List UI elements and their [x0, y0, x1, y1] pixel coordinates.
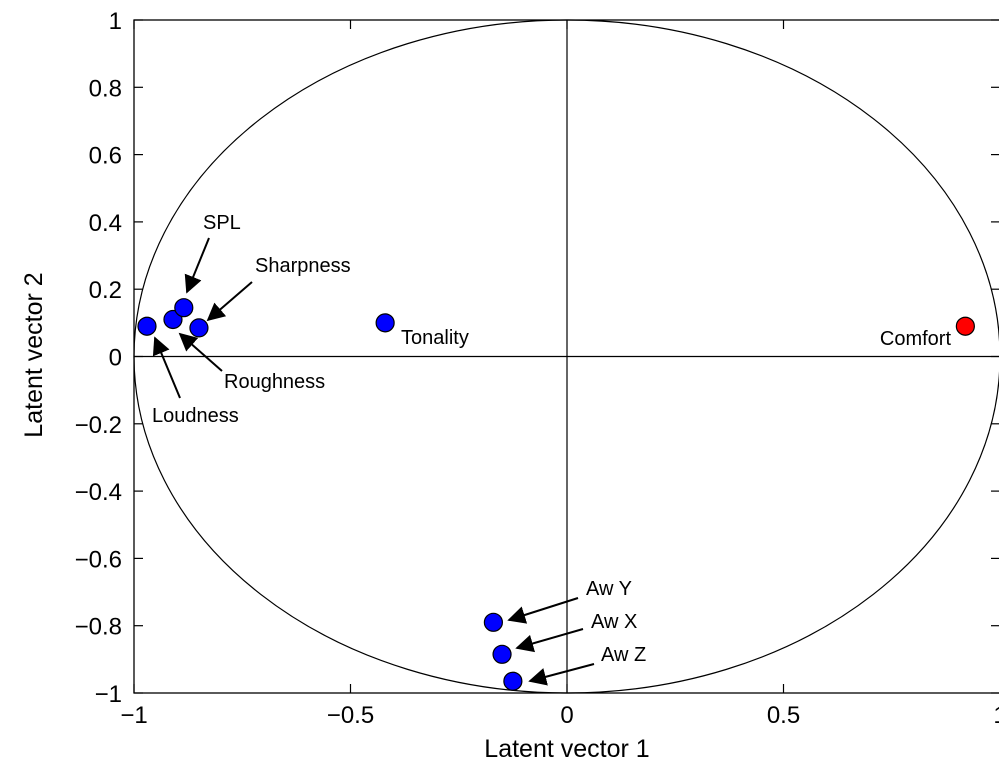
y-tick-label: 1: [109, 8, 122, 35]
point-label-spl: SPL: [203, 212, 241, 234]
arrow-spl: [184, 237, 210, 294]
y-tick-label: −0.8: [75, 614, 122, 641]
point-sharpness: [189, 318, 209, 338]
arrow-aw-x: [515, 628, 584, 653]
point-tonality: [375, 313, 395, 333]
point-spl: [174, 298, 194, 318]
x-tick-label: 0.5: [767, 702, 800, 729]
y-tick-label: −0.2: [75, 412, 122, 439]
arrow-loudness: [152, 336, 181, 399]
point-loudness: [137, 316, 157, 336]
x-tick-label: −1: [120, 702, 147, 729]
plot-area: −1 −0.5 0 0.5 1 1 0.8 0.6 0.4 0.2 0 −0.2 −0.4 −0.6 −0.…: [75, 8, 999, 729]
y-tick-label: 0.8: [89, 75, 122, 102]
arrow-aw-y: [507, 597, 579, 624]
y-tick-label: −0.6: [75, 546, 122, 573]
x-tick-label: 1: [993, 702, 999, 729]
arrow-sharpness: [206, 281, 253, 322]
point-label-aw-y: Aw Y: [586, 578, 632, 600]
point-aw-y: [483, 612, 503, 632]
point-label-tonality: Tonality: [401, 327, 469, 349]
y-tick-label: 0.6: [89, 143, 122, 170]
y-tick-label: −0.4: [75, 479, 122, 506]
point-label-loudness: Loudness: [152, 405, 239, 427]
point-label-roughness: Roughness: [224, 371, 325, 393]
y-tick-label: 0: [109, 345, 122, 372]
x-tick-label: 0: [560, 702, 573, 729]
point-label-aw-z: Aw Z: [601, 644, 646, 666]
arrow-aw-z: [528, 663, 595, 686]
point-aw-x: [492, 644, 512, 664]
x-tick-label: −0.5: [327, 702, 374, 729]
point-comfort: [955, 316, 975, 336]
y-tick-label: −1: [95, 681, 122, 708]
point-label-aw-x: Aw X: [591, 611, 637, 633]
y-tick-label: 0.2: [89, 277, 122, 304]
point-roughness: [163, 309, 183, 330]
point-label-sharpness: Sharpness: [255, 255, 351, 277]
y-tick-label: 0.4: [89, 210, 122, 237]
arrow-roughness: [178, 332, 223, 372]
y-axis-label: Latent vector 2: [20, 272, 48, 437]
point-label-comfort: Comfort: [880, 328, 952, 350]
x-axis-label: Latent vector 1: [484, 735, 649, 763]
point-aw-z: [503, 671, 523, 691]
